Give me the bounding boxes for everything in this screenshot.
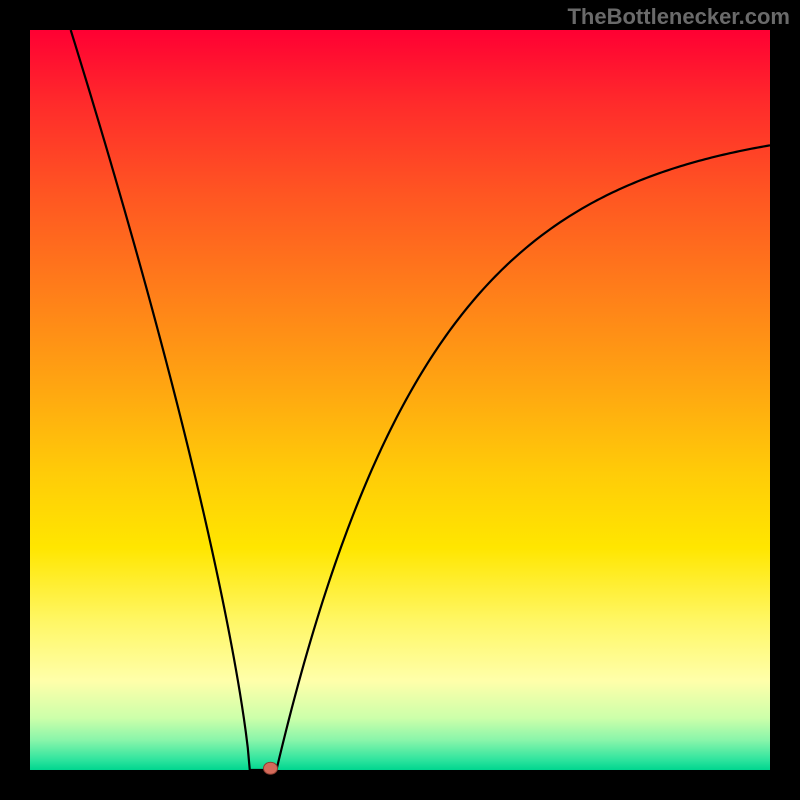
optimum-marker (264, 762, 278, 774)
watermark-text: TheBottlenecker.com (567, 4, 790, 30)
chart-container: TheBottlenecker.com (0, 0, 800, 800)
bottleneck-chart (0, 0, 800, 800)
plot-area (30, 30, 770, 770)
